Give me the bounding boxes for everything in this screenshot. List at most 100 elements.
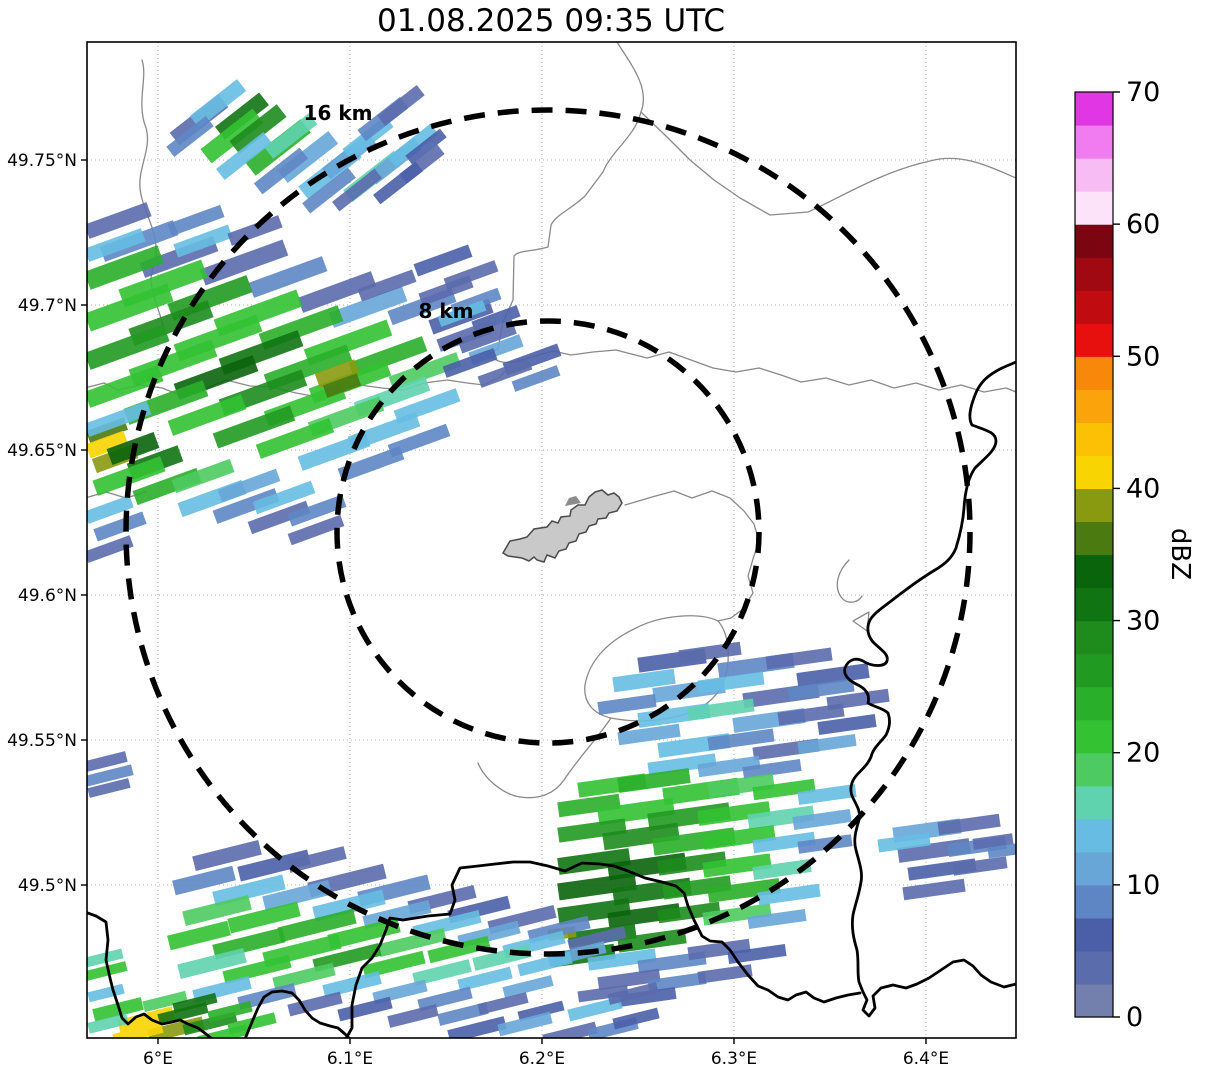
country-border <box>344 860 862 1038</box>
radar-cell <box>757 883 821 906</box>
radar-cell <box>87 283 174 332</box>
radar-cell <box>297 271 377 313</box>
x-tick-label: 6.4°E <box>903 1049 949 1069</box>
radar-cell <box>567 926 627 952</box>
radar-cell <box>212 405 296 449</box>
country-border-lines <box>87 360 1016 1038</box>
urban-area-notch <box>565 496 581 506</box>
radar-cell <box>442 348 498 378</box>
radar-cell <box>171 458 235 494</box>
radar-cell <box>92 456 166 496</box>
radar-cell <box>216 132 272 180</box>
radar-cell <box>607 903 681 928</box>
map-area <box>87 42 1016 1038</box>
radar-cell <box>797 784 857 805</box>
radar-cell <box>752 831 816 854</box>
colorbar-segment <box>1075 125 1113 159</box>
colorbar-tick-label: 0 <box>1126 1002 1143 1033</box>
radar-cell <box>697 755 761 778</box>
colorbar-segment <box>1075 752 1113 787</box>
radar-cell <box>247 500 311 535</box>
radar-cell <box>443 260 499 290</box>
urban-area-shape <box>501 489 623 563</box>
radar-cell <box>237 849 311 882</box>
radar-cell <box>332 168 382 212</box>
radar-cell <box>747 805 815 830</box>
radar-cell <box>417 986 473 1012</box>
radar-cell <box>322 971 382 998</box>
colorbar-segment <box>1075 587 1113 622</box>
colorbar-unit-label: dBZ <box>1165 528 1195 580</box>
boundary-line <box>488 42 1016 393</box>
radar-cell <box>517 1000 565 1022</box>
radar-cell <box>497 1011 553 1037</box>
radar-cell <box>93 511 147 542</box>
radar-cell <box>697 964 753 984</box>
colorbar: 0 10 20 30 40 50 60 70 <box>1074 77 1160 1033</box>
radar-cell <box>877 832 931 853</box>
radar-cell <box>87 778 131 798</box>
radar-cell <box>337 446 405 482</box>
radar-cell <box>502 975 554 998</box>
colorbar-frame <box>1074 91 1114 1018</box>
y-tick-label: 49.65°N <box>7 441 77 461</box>
country-border <box>87 911 213 1038</box>
radar-cell <box>607 982 659 1005</box>
radar-cell <box>477 358 533 388</box>
radar-cell <box>182 894 252 927</box>
radar-cell <box>617 768 691 793</box>
colorbar-segment <box>1075 455 1113 490</box>
radar-cell <box>272 962 336 991</box>
radar-cell <box>567 996 623 1022</box>
colorbar-segment <box>1075 92 1113 126</box>
colorbar-segment <box>1075 323 1113 357</box>
radar-cell <box>557 898 631 925</box>
radar-cell <box>437 300 487 327</box>
radar-cell <box>87 535 134 563</box>
y-tick-label: 49.75°N <box>7 151 77 171</box>
colorbar-segment <box>1075 389 1113 423</box>
radar-cell <box>752 859 812 880</box>
colorbar-segment <box>1075 653 1113 688</box>
radar-cell <box>477 992 529 1015</box>
radar-cell <box>413 244 473 277</box>
radar-cell <box>117 1006 175 1033</box>
radar-cell <box>707 728 775 751</box>
colorbar-segment <box>1075 983 1113 1018</box>
radar-cell <box>229 104 287 154</box>
admin-boundary-lines <box>87 42 1016 799</box>
colorbar-segment <box>1075 488 1113 523</box>
radar-cell <box>87 365 164 408</box>
radar-cell <box>387 123 439 168</box>
radar-cell <box>189 79 247 128</box>
radar-cell <box>87 430 129 459</box>
colorbar-segment <box>1075 950 1113 985</box>
radar-cell <box>264 113 318 159</box>
y-tick-label: 49.6°N <box>18 586 77 606</box>
radar-cell <box>87 948 124 968</box>
radar-cell <box>657 851 727 876</box>
colorbar-segment <box>1075 785 1113 820</box>
radar-cell <box>87 324 170 370</box>
x-tick-label: 6.3°E <box>711 1049 757 1069</box>
colorbar-tick-label: 50 <box>1126 341 1160 372</box>
radar-cell <box>902 878 966 901</box>
radar-cell <box>87 983 125 1003</box>
radar-cell <box>777 703 845 726</box>
urban-area-polygon <box>501 489 623 563</box>
colorbar-tick-label: 20 <box>1126 738 1160 769</box>
colorbar-segment <box>1075 719 1113 754</box>
radar-cell <box>752 778 816 801</box>
radar-cell <box>222 954 292 985</box>
radar-cell <box>302 167 356 214</box>
radar-cell <box>765 647 833 670</box>
radar-cell <box>597 694 657 715</box>
radar-cell <box>173 224 233 258</box>
colorbar-segment <box>1075 224 1113 258</box>
colorbar-segment <box>1075 851 1113 886</box>
radar-cell <box>287 846 347 873</box>
radar-cell <box>697 671 765 694</box>
radar-cell <box>253 147 309 195</box>
y-tick-label: 49.55°N <box>7 731 77 751</box>
radar-cell <box>557 848 631 875</box>
